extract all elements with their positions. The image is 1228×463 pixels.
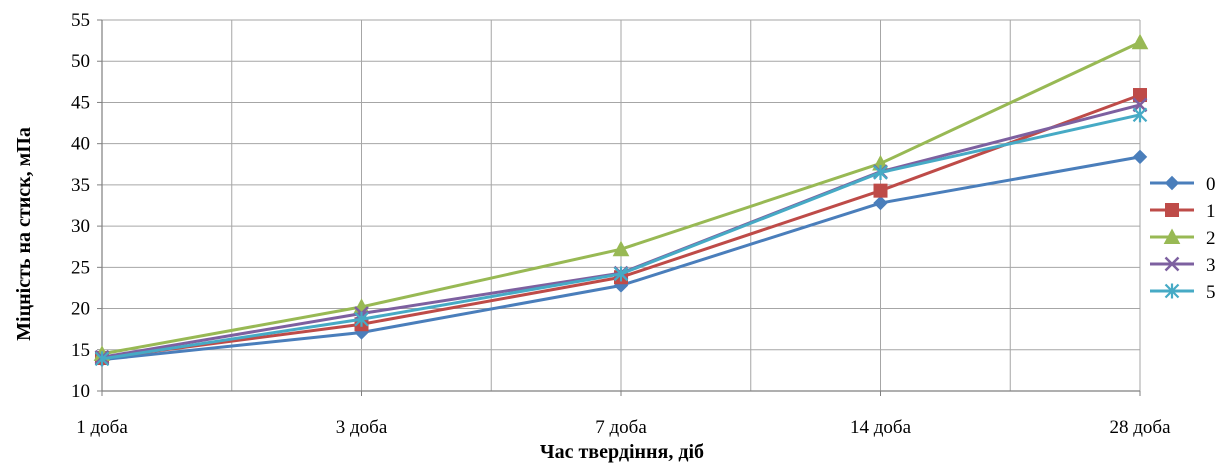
legend-label: 1 — [1206, 201, 1216, 222]
data-point — [873, 165, 888, 181]
legend-marker — [1164, 175, 1180, 191]
x-tick-label: 1 доба — [76, 417, 128, 438]
y-axis-ticks: 10 15 20 25 30 35 40 45 50 55 — [71, 10, 102, 402]
legend-label: 5 — [1206, 282, 1216, 303]
y-tick-label: 25 — [71, 257, 90, 278]
data-point — [1131, 33, 1149, 50]
y-tick-label: 10 — [71, 381, 90, 402]
legend-marker — [1163, 228, 1181, 244]
legend-label: 0 — [1206, 174, 1216, 195]
data-point — [1132, 107, 1148, 123]
data-point — [94, 351, 110, 367]
y-tick-label: 55 — [71, 10, 90, 31]
legend-item-3: 3 — [1150, 255, 1216, 276]
data-point — [612, 240, 630, 257]
legend-item-0: 0 — [1150, 174, 1216, 195]
y-tick-label: 30 — [71, 216, 90, 237]
y-tick-label: 20 — [71, 299, 90, 320]
y-tick-label: 35 — [71, 175, 90, 196]
data-point — [1133, 88, 1147, 103]
legend-marker — [1164, 283, 1180, 299]
legend-item-1: 1 — [1150, 201, 1216, 222]
data-point — [354, 311, 369, 327]
y-tick-label: 45 — [71, 92, 90, 113]
legend-label: 3 — [1206, 255, 1216, 276]
y-tick-label: 50 — [71, 51, 90, 72]
data-point — [873, 183, 888, 198]
x-axis-title: Час твердіння, діб — [540, 441, 704, 463]
x-tick-label: 28 доба — [1109, 417, 1171, 438]
x-axis-ticks: 1 доба 3 доба 7 доба 14 доба 28 доба — [76, 391, 1171, 438]
data-point — [613, 266, 629, 282]
legend-marker — [1165, 203, 1179, 217]
series-5 — [94, 107, 1148, 367]
legend: 0 1 2 3 5 — [1150, 174, 1216, 303]
legend-label: 2 — [1206, 228, 1216, 249]
y-axis-title: Міцність на стиск, мПа — [13, 127, 35, 341]
series-layer — [93, 33, 1149, 367]
legend-item-5: 5 — [1150, 282, 1216, 303]
y-tick-label: 15 — [71, 340, 90, 361]
x-tick-label: 14 доба — [850, 417, 912, 438]
x-tick-label: 7 доба — [595, 417, 647, 438]
data-point — [1132, 149, 1148, 165]
x-tick-label: 3 доба — [336, 417, 388, 438]
data-point — [873, 195, 888, 211]
y-tick-label: 40 — [71, 134, 90, 155]
legend-item-2: 2 — [1150, 228, 1216, 249]
legend-marker — [1164, 256, 1180, 272]
